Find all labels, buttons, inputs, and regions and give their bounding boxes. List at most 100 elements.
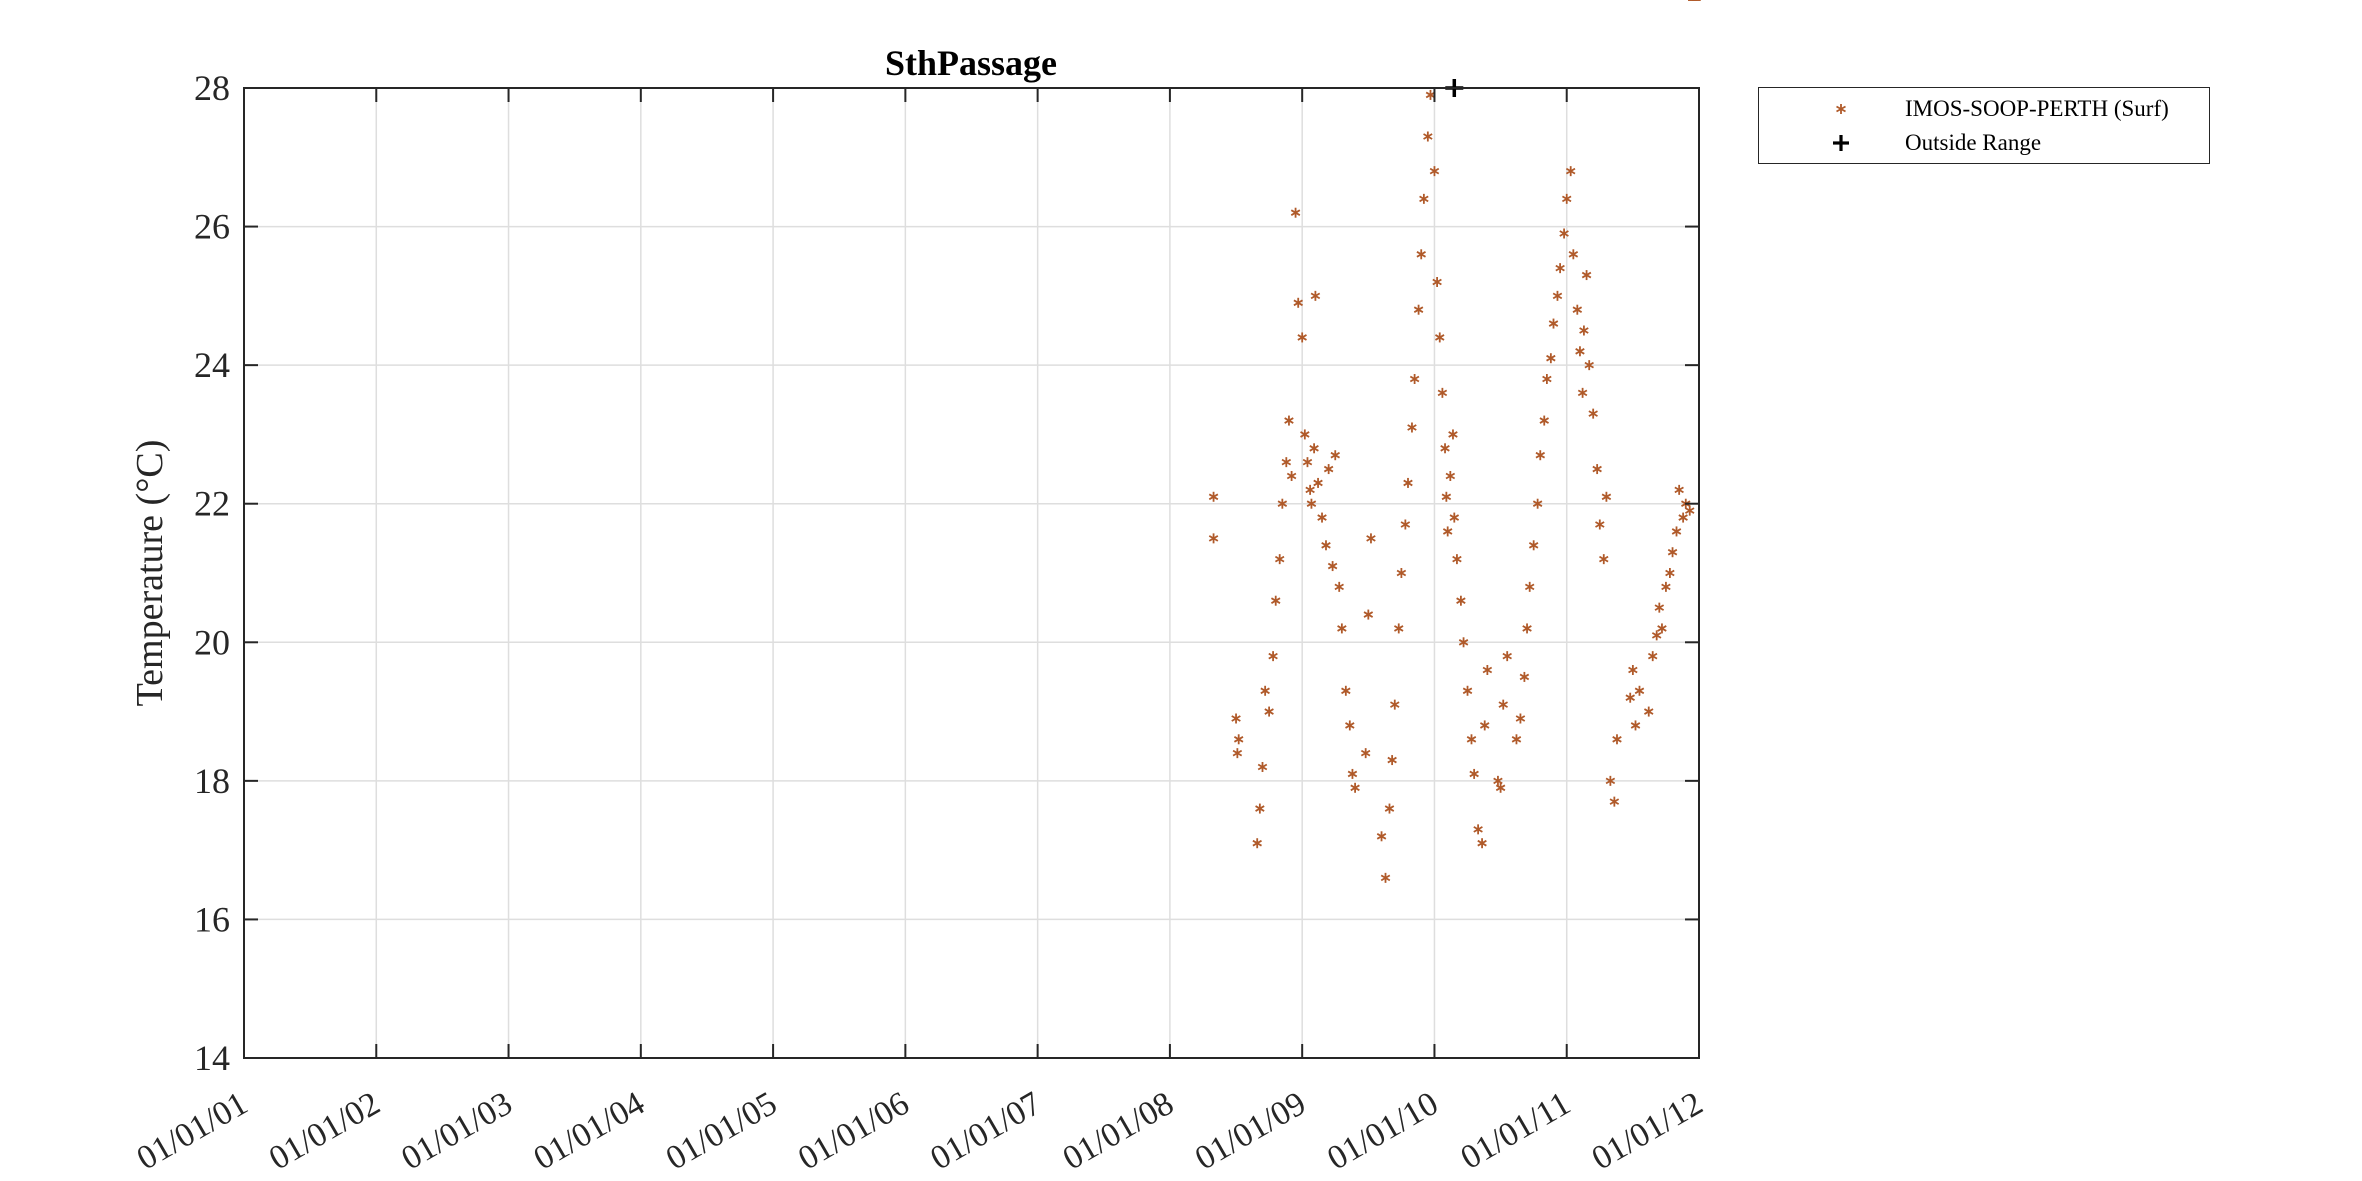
chart-title: SthPassage bbox=[885, 43, 1057, 83]
data-point bbox=[1286, 471, 1297, 481]
data-point bbox=[1667, 547, 1678, 558]
data-point bbox=[1323, 464, 1334, 475]
data-point bbox=[1575, 346, 1585, 357]
data-point bbox=[1456, 595, 1466, 606]
data-point bbox=[1469, 768, 1479, 779]
data-point bbox=[1334, 581, 1344, 592]
data-point bbox=[1511, 734, 1522, 745]
data-point bbox=[1482, 665, 1493, 675]
data-point bbox=[1657, 623, 1667, 634]
data-point bbox=[1313, 477, 1323, 488]
data-point bbox=[1330, 450, 1341, 461]
data-point bbox=[1277, 498, 1288, 509]
data-point bbox=[1366, 533, 1376, 544]
data-point bbox=[1400, 519, 1411, 530]
y-tick-label: 16 bbox=[194, 899, 230, 939]
data-point bbox=[1270, 595, 1281, 606]
data-point bbox=[1345, 720, 1355, 731]
y-tick-label: 20 bbox=[194, 622, 230, 662]
data-point bbox=[1437, 387, 1448, 398]
data-point bbox=[1350, 782, 1360, 793]
data-point bbox=[1434, 332, 1445, 343]
y-tick-label: 22 bbox=[194, 484, 230, 524]
data-point bbox=[1625, 692, 1635, 703]
data-point bbox=[1495, 782, 1506, 793]
legend-label: IMOS-SOOP-PERTH (Surf) bbox=[1905, 96, 2169, 121]
data-point bbox=[1572, 304, 1583, 315]
data-point bbox=[1347, 768, 1358, 779]
data-point bbox=[1647, 651, 1658, 662]
data-point bbox=[1429, 166, 1440, 177]
data-point bbox=[1300, 429, 1310, 440]
data-point bbox=[1264, 706, 1274, 717]
data-point bbox=[1337, 623, 1347, 634]
legend-label: Outside Range bbox=[1905, 130, 2042, 155]
data-point bbox=[1678, 512, 1688, 523]
data-point bbox=[1445, 471, 1456, 481]
data-point bbox=[1425, 89, 1436, 100]
y-tick-label: 14 bbox=[194, 1038, 230, 1078]
data-point bbox=[1493, 775, 1503, 786]
data-point bbox=[1559, 228, 1569, 239]
data-point bbox=[1423, 131, 1433, 142]
plus-marker-icon bbox=[1821, 126, 1861, 160]
data-point bbox=[1413, 304, 1424, 315]
data-point bbox=[1546, 353, 1556, 364]
data-point bbox=[1274, 554, 1285, 565]
data-point bbox=[1232, 748, 1243, 759]
y-tick-label: 18 bbox=[194, 761, 230, 801]
data-point bbox=[1671, 526, 1682, 537]
data-point bbox=[1548, 318, 1559, 329]
data-point bbox=[1393, 623, 1404, 634]
data-point bbox=[1605, 775, 1616, 786]
data-point bbox=[1661, 581, 1671, 592]
data-point bbox=[1390, 699, 1400, 710]
data-point bbox=[1524, 581, 1535, 592]
data-point bbox=[1643, 706, 1654, 717]
data-point bbox=[1233, 734, 1244, 745]
data-point bbox=[1321, 540, 1331, 551]
plot-frame bbox=[243, 87, 1700, 1059]
data-point bbox=[1592, 464, 1602, 475]
data-point bbox=[1599, 554, 1609, 565]
asterisk-marker-icon bbox=[1821, 92, 1861, 126]
data-point bbox=[1327, 561, 1338, 572]
data-point bbox=[1581, 270, 1592, 281]
data-point bbox=[1542, 374, 1552, 384]
data-point bbox=[1384, 803, 1395, 814]
data-point bbox=[1634, 685, 1645, 696]
data-point bbox=[1376, 831, 1387, 842]
data-point bbox=[1305, 484, 1315, 495]
data-point bbox=[1458, 637, 1469, 648]
data-point bbox=[1477, 838, 1487, 849]
data-point bbox=[1310, 290, 1321, 301]
data-point bbox=[1419, 193, 1429, 204]
data-point bbox=[1588, 408, 1598, 419]
data-point bbox=[1515, 713, 1526, 724]
data-point bbox=[1260, 685, 1270, 696]
data-point bbox=[1595, 519, 1605, 530]
data-point bbox=[1665, 568, 1675, 578]
data-point bbox=[1479, 720, 1490, 731]
data-point bbox=[1528, 540, 1539, 551]
data-point bbox=[1630, 720, 1641, 731]
data-point bbox=[1380, 872, 1391, 883]
data-point bbox=[1612, 734, 1622, 745]
data-point bbox=[1257, 762, 1268, 772]
data-point bbox=[1416, 249, 1426, 260]
y-tick-label: 28 bbox=[194, 68, 230, 108]
data-point bbox=[1407, 422, 1417, 433]
data-point bbox=[1293, 297, 1303, 308]
data-point bbox=[1535, 450, 1546, 461]
data-point bbox=[1281, 457, 1292, 468]
data-point bbox=[1522, 623, 1532, 634]
data-point bbox=[1684, 505, 1695, 516]
data-point bbox=[1302, 457, 1313, 468]
data-point bbox=[1601, 491, 1612, 502]
data-point bbox=[1208, 533, 1219, 544]
data-point bbox=[1442, 526, 1453, 537]
data-point bbox=[1539, 415, 1549, 426]
data-point bbox=[1360, 748, 1371, 759]
data-point bbox=[1628, 665, 1638, 675]
